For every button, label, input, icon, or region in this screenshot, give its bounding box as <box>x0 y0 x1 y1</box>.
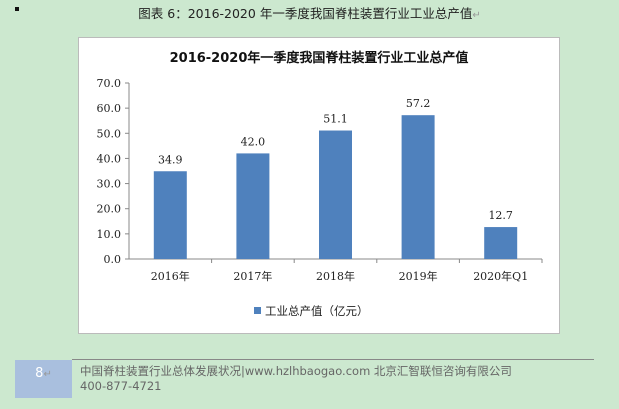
data-label: 42.0 <box>241 135 266 148</box>
x-tick-label: 2017年 <box>233 269 272 283</box>
y-tick-label: 20.0 <box>97 203 122 216</box>
data-label: 34.9 <box>158 153 183 166</box>
x-tick-label: 2016年 <box>151 269 190 283</box>
x-tick-label: 2020年Q1 <box>473 269 528 283</box>
y-tick-label: 40.0 <box>97 152 122 165</box>
chart-title: 2016-2020年一季度我国脊柱装置行业工业总产值 <box>170 50 469 66</box>
chart-svg: 2016-2020年一季度我国脊柱装置行业工业总产值 0.0 10.0 20.0 30.… <box>97 50 543 318</box>
legend-swatch <box>254 307 261 314</box>
footer-divider <box>72 359 594 360</box>
data-label: 12.7 <box>488 209 513 222</box>
bar <box>484 227 518 259</box>
y-tick-label: 0.0 <box>104 253 122 266</box>
bar-chart: 2016-2020年一季度我国脊柱装置行业工业总产值 0.0 10.0 20.0 30.… <box>78 37 560 334</box>
bar <box>401 115 435 259</box>
bar <box>236 153 270 259</box>
figure-caption: 图表 6：2016-2020 年一季度我国脊柱装置行业工业总产值↵ <box>138 6 481 21</box>
bar <box>153 171 187 259</box>
bullet-marker <box>15 7 19 11</box>
footer-line2: 400-877-4721 <box>80 379 162 393</box>
y-tick-label: 50.0 <box>97 127 122 140</box>
x-tick-label: 2018年 <box>316 269 355 283</box>
page-number: 8↵ <box>15 360 72 398</box>
x-tick-label: 2019年 <box>399 269 438 283</box>
data-label: 57.2 <box>406 97 431 110</box>
footer-text: 中国脊柱装置行业总体发展状况|www.hzlhbaogao.com 北京汇智联恒… <box>80 364 512 394</box>
bar <box>319 130 352 259</box>
footer-line1: 中国脊柱装置行业总体发展状况|www.hzlhbaogao.com 北京汇智联恒… <box>80 364 512 378</box>
data-label: 51.1 <box>323 113 348 126</box>
legend-label: 工业总产值（亿元） <box>265 304 369 318</box>
y-tick-label: 10.0 <box>97 228 122 241</box>
y-tick-label: 70.0 <box>97 77 122 90</box>
y-tick-label: 30.0 <box>97 178 122 191</box>
y-tick-label: 60.0 <box>97 102 122 115</box>
